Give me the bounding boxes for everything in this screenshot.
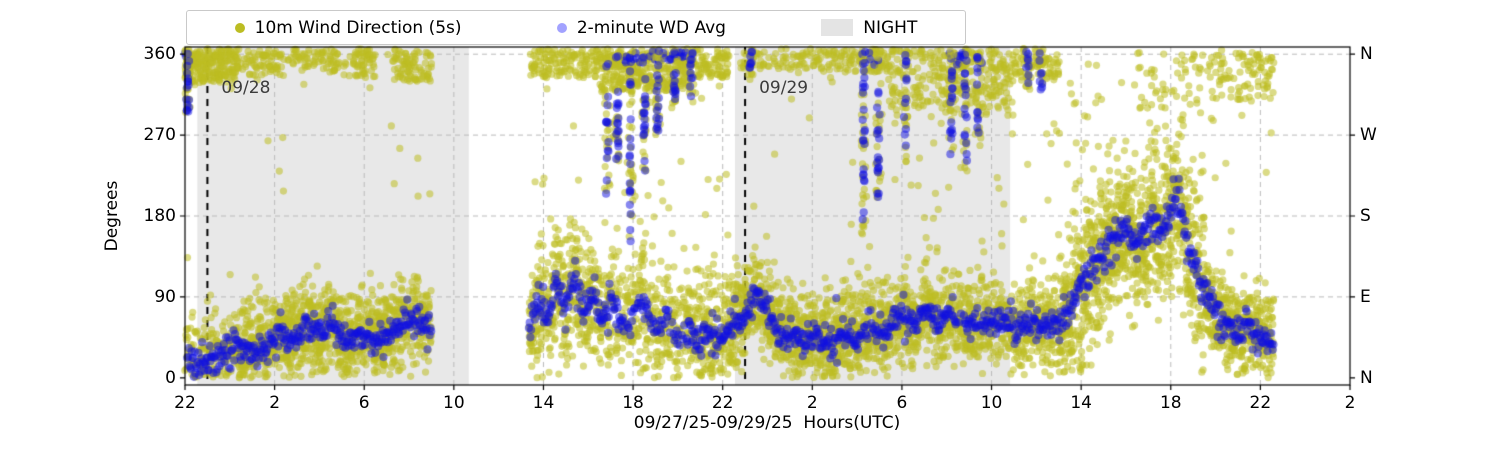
compass-tick-label: N	[1360, 44, 1373, 65]
x-tick-label: 2	[269, 393, 281, 413]
x-tick-label: 18	[1159, 393, 1182, 413]
x-tick-label: 10	[443, 393, 465, 413]
x-tick-label: 22	[711, 393, 734, 413]
y-tick-label: 270	[143, 125, 176, 146]
legend-label-raw-wind: 10m Wind Direction (5s)	[254, 17, 462, 38]
y-axis-label: Degrees	[102, 180, 122, 252]
x-tick-label: 6	[358, 393, 370, 413]
x-tick-label: 2	[806, 393, 818, 413]
date-label: 09/28	[221, 78, 271, 98]
date-label: 09/29	[759, 78, 809, 98]
x-tick-label: 14	[532, 393, 555, 413]
x-tick-label: 22	[1249, 393, 1272, 413]
legend-item-wd-avg: 2-minute WD Avg	[556, 17, 726, 38]
y-tick-label: 360	[143, 44, 176, 65]
compass-tick-label: N	[1360, 367, 1373, 388]
legend-item-night: NIGHT	[821, 18, 917, 38]
compass-tick-label: E	[1360, 286, 1371, 307]
y-tick-label: 90	[154, 286, 176, 307]
legend-label-night: NIGHT	[863, 17, 918, 38]
compass-tick-label: S	[1360, 206, 1371, 226]
y-tick-label: 180	[143, 206, 176, 226]
yellow-dot-icon	[234, 22, 245, 33]
x-tick-label: 14	[1070, 393, 1092, 413]
night-swatch-icon	[821, 19, 854, 36]
compass-tick-label: W	[1360, 125, 1377, 146]
legend: 10m Wind Direction (5s) 2-minute WD Avg …	[186, 10, 966, 45]
x-tick-label: 10	[980, 393, 1003, 413]
x-tick-label: 22	[174, 393, 196, 413]
x-tick-label: 18	[622, 393, 644, 413]
x-tick-label: 2	[1344, 393, 1356, 413]
legend-label-wd-avg: 2-minute WD Avg	[576, 17, 726, 38]
legend-item-raw-wind: 10m Wind Direction (5s)	[234, 17, 462, 38]
x-tick-label: 6	[896, 393, 908, 413]
x-axis-label: 09/27/25-09/29/25 Hours(UTC)	[633, 413, 901, 433]
blue-dot-icon	[556, 22, 567, 33]
y-tick-label: 0	[165, 367, 176, 388]
